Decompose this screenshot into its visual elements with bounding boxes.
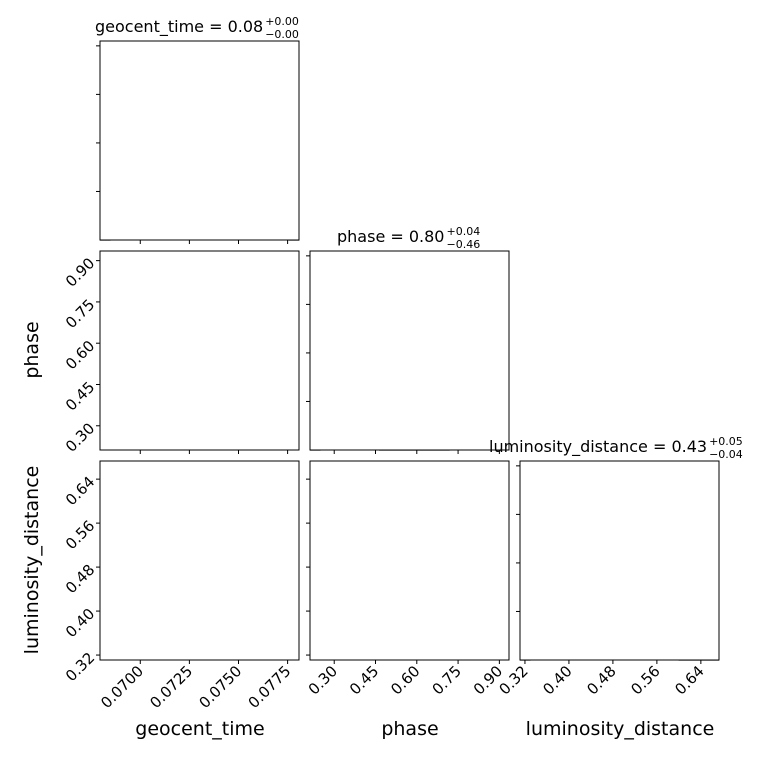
title-main: geocent_time = 0.08 — [95, 17, 263, 37]
title-sub: −0.00 — [265, 28, 299, 41]
scatter-frame-geocent_time-phase — [99, 250, 300, 451]
panel-title: geocent_time = 0.08 — [95, 17, 263, 37]
panel-title: phase = 0.80 — [337, 227, 444, 246]
title-main: luminosity_distance = 0.43 — [489, 437, 707, 457]
title-sub: −0.04 — [709, 448, 743, 461]
hist-frame-geocent_time — [99, 40, 300, 241]
hist-frame-phase — [309, 250, 510, 451]
title-sup: +0.04 — [446, 225, 480, 238]
title-sub: −0.46 — [446, 238, 480, 251]
scatter-frame-phase-luminosity_distance — [309, 460, 510, 661]
title-sup: +0.00 — [265, 15, 299, 28]
x-axis-label: phase — [381, 718, 438, 740]
scatter-frame-geocent_time-luminosity_distance — [99, 460, 300, 661]
title-main: phase = 0.80 — [337, 227, 444, 246]
x-axis-label: geocent_time — [135, 718, 264, 740]
plot-root: 0.0700 0.0725 0.0750 0.0775 0.30 0.45 0.60 0.75… — [21, 15, 743, 740]
y-axis-label: phase — [21, 321, 43, 378]
title-sup: +0.05 — [709, 435, 743, 448]
panel-title: luminosity_distance = 0.43 — [489, 437, 707, 457]
hist-frame-luminosity_distance — [519, 460, 720, 661]
x-axis-label: luminosity_distance — [526, 718, 715, 740]
y-axis-label: luminosity_distance — [21, 466, 43, 655]
